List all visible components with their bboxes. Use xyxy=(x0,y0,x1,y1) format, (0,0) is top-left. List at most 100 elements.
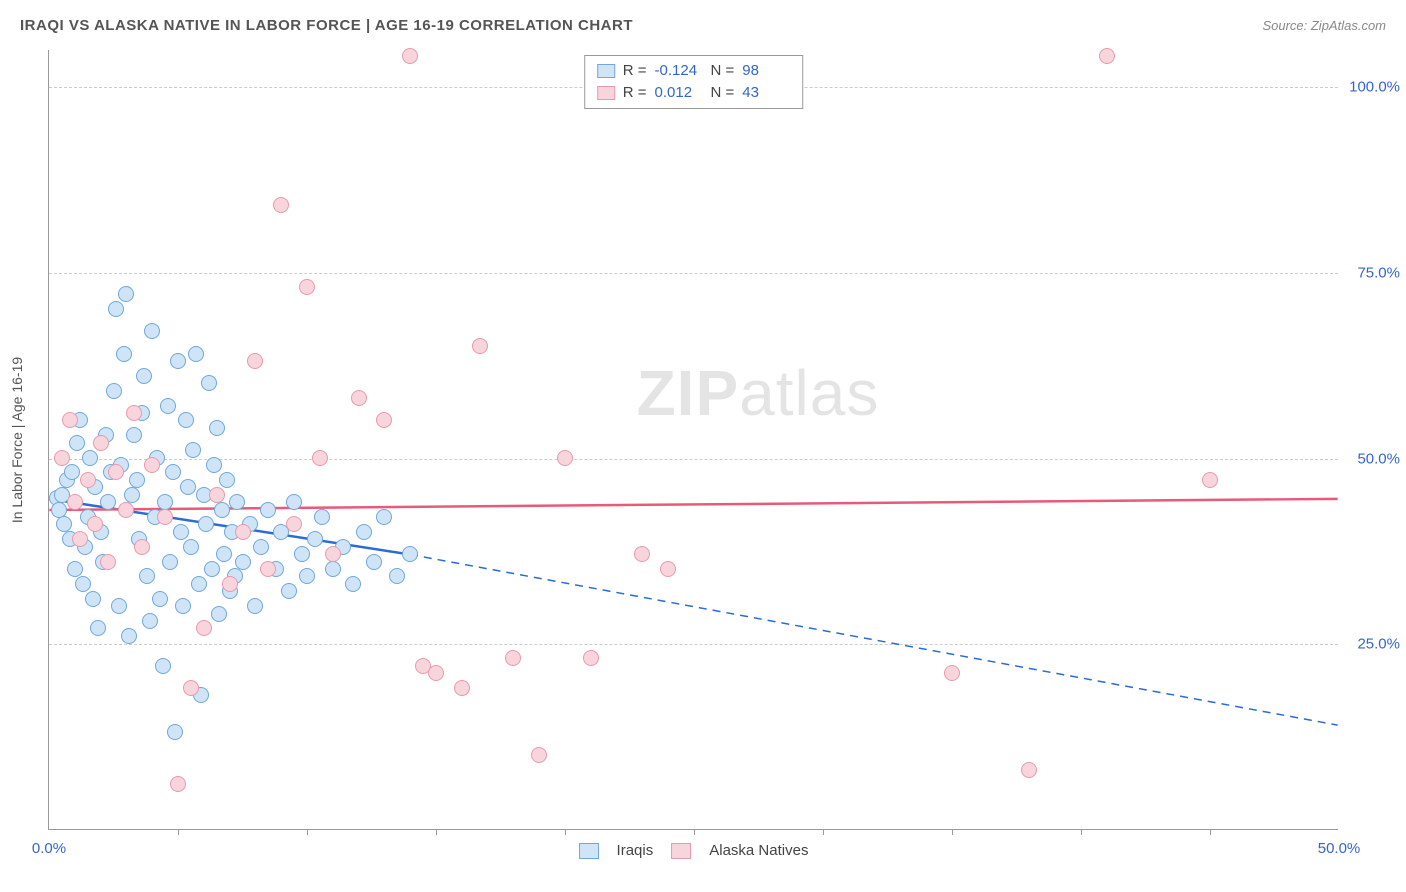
scatter-point xyxy=(175,598,191,614)
scatter-point xyxy=(314,509,330,525)
scatter-point xyxy=(124,487,140,503)
scatter-point xyxy=(85,591,101,607)
scatter-point xyxy=(108,464,124,480)
scatter-point xyxy=(144,323,160,339)
scatter-point xyxy=(108,301,124,317)
chart-header: IRAQI VS ALASKA NATIVE IN LABOR FORCE | … xyxy=(0,0,1406,40)
scatter-point xyxy=(183,680,199,696)
scatter-point xyxy=(260,502,276,518)
scatter-point xyxy=(118,502,134,518)
x-tick-minor xyxy=(436,829,437,835)
scatter-point xyxy=(1099,48,1115,64)
scatter-point xyxy=(67,494,83,510)
scatter-point xyxy=(198,516,214,532)
scatter-point xyxy=(56,516,72,532)
scatter-point xyxy=(428,665,444,681)
scatter-point xyxy=(299,279,315,295)
chart-title: IRAQI VS ALASKA NATIVE IN LABOR FORCE | … xyxy=(20,17,633,34)
scatter-point xyxy=(1021,762,1037,778)
scatter-point xyxy=(144,457,160,473)
legend-swatch xyxy=(579,843,599,859)
scatter-point xyxy=(87,516,103,532)
x-tick-minor xyxy=(823,829,824,835)
scatter-point xyxy=(157,509,173,525)
scatter-point xyxy=(247,598,263,614)
y-tick-label: 100.0% xyxy=(1344,79,1400,96)
y-tick-label: 50.0% xyxy=(1344,450,1400,467)
scatter-point xyxy=(188,346,204,362)
stats-row: R = -0.124 N = 98 xyxy=(597,60,791,82)
scatter-point xyxy=(402,48,418,64)
stat-n-label: N = xyxy=(711,60,735,82)
legend-swatch xyxy=(671,843,691,859)
scatter-point xyxy=(152,591,168,607)
scatter-point xyxy=(178,412,194,428)
scatter-point xyxy=(389,568,405,584)
scatter-point xyxy=(299,568,315,584)
scatter-point xyxy=(583,650,599,666)
scatter-point xyxy=(325,546,341,562)
scatter-point xyxy=(180,479,196,495)
scatter-point xyxy=(173,524,189,540)
scatter-point xyxy=(286,494,302,510)
scatter-point xyxy=(183,539,199,555)
scatter-point xyxy=(219,472,235,488)
scatter-point xyxy=(118,286,134,302)
scatter-point xyxy=(454,680,470,696)
chart-source: Source: ZipAtlas.com xyxy=(1262,18,1386,33)
stat-n-value: 98 xyxy=(742,60,790,82)
scatter-point xyxy=(116,346,132,362)
scatter-point xyxy=(167,724,183,740)
scatter-point xyxy=(100,554,116,570)
scatter-point xyxy=(142,613,158,629)
scatter-point xyxy=(106,383,122,399)
stat-r-value: -0.124 xyxy=(655,60,703,82)
legend-swatch xyxy=(597,86,615,100)
scatter-point xyxy=(111,598,127,614)
scatter-point xyxy=(376,412,392,428)
scatter-point xyxy=(100,494,116,510)
scatter-point xyxy=(129,472,145,488)
scatter-point xyxy=(191,576,207,592)
scatter-point xyxy=(75,576,91,592)
scatter-point xyxy=(366,554,382,570)
y-tick-label: 75.0% xyxy=(1344,264,1400,281)
scatter-point xyxy=(67,561,83,577)
scatter-point xyxy=(557,450,573,466)
x-tick-minor xyxy=(1210,829,1211,835)
scatter-point xyxy=(1202,472,1218,488)
scatter-point xyxy=(235,524,251,540)
scatter-point xyxy=(294,546,310,562)
scatter-point xyxy=(72,531,88,547)
y-axis-label: In Labor Force | Age 16-19 xyxy=(9,356,25,522)
scatter-point xyxy=(634,546,650,562)
scatter-point xyxy=(155,658,171,674)
scatter-point xyxy=(235,554,251,570)
stat-r-label: R = xyxy=(623,82,647,104)
scatter-point xyxy=(286,516,302,532)
scatter-point xyxy=(345,576,361,592)
stat-r-value: 0.012 xyxy=(655,82,703,104)
legend-label: Alaska Natives xyxy=(709,842,808,859)
scatter-point xyxy=(260,561,276,577)
scatter-point xyxy=(273,197,289,213)
scatter-point xyxy=(531,747,547,763)
scatter-point xyxy=(157,494,173,510)
scatter-point xyxy=(54,450,70,466)
scatter-point xyxy=(90,620,106,636)
scatter-point xyxy=(356,524,372,540)
scatter-point xyxy=(185,442,201,458)
scatter-point xyxy=(126,427,142,443)
x-tick-label: 0.0% xyxy=(32,840,66,857)
scatter-point xyxy=(170,353,186,369)
stat-r-label: R = xyxy=(623,60,647,82)
scatter-point xyxy=(51,502,67,518)
scatter-point xyxy=(162,554,178,570)
x-tick-minor xyxy=(1081,829,1082,835)
x-tick-minor xyxy=(952,829,953,835)
scatter-point xyxy=(214,502,230,518)
scatter-point xyxy=(170,776,186,792)
scatter-point xyxy=(209,420,225,436)
legend-label: Iraqis xyxy=(617,842,654,859)
scatter-point xyxy=(136,368,152,384)
